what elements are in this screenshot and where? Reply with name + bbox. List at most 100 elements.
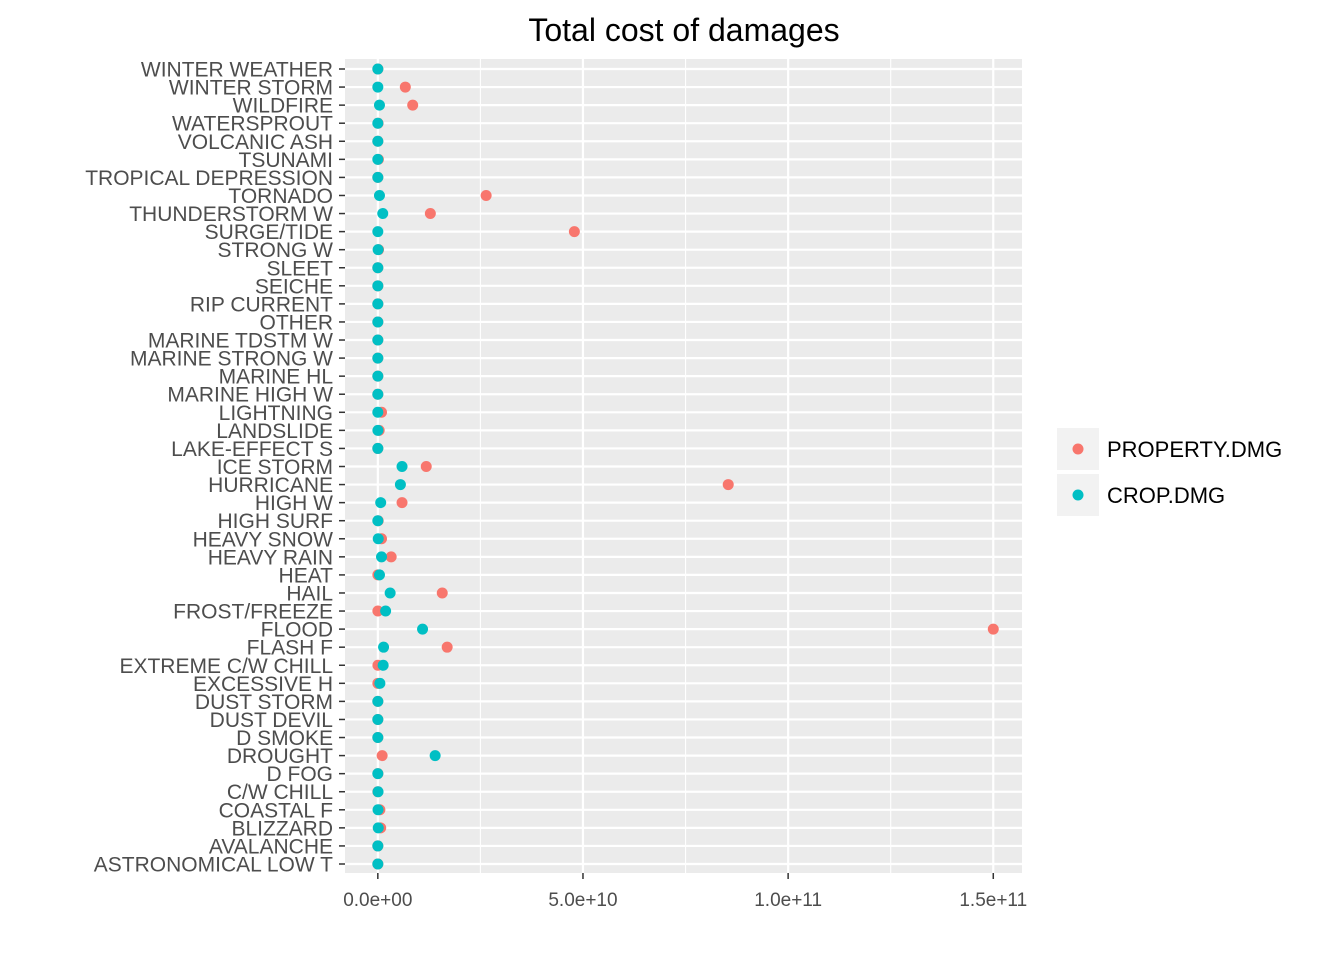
data-point-crop-dmg bbox=[372, 533, 384, 545]
data-point-crop-dmg bbox=[374, 677, 386, 689]
y-tick-label: WINTER WEATHER bbox=[141, 59, 333, 82]
data-point-crop-dmg bbox=[372, 786, 384, 798]
data-point-property-dmg bbox=[396, 497, 408, 509]
y-tick-label: LAKE-EFFECT S bbox=[171, 438, 333, 461]
data-point-crop-dmg bbox=[394, 479, 406, 491]
y-tick-label: HIGH W bbox=[255, 492, 333, 515]
data-point-crop-dmg bbox=[373, 189, 385, 201]
y-tick-label: MARINE HIGH W bbox=[167, 384, 333, 407]
y-tick-label: SURGE/TIDE bbox=[205, 221, 333, 244]
data-point-crop-dmg bbox=[372, 804, 384, 816]
y-tick-label: HIGH SURF bbox=[218, 510, 334, 533]
data-point-property-dmg bbox=[424, 208, 436, 220]
data-point-crop-dmg bbox=[372, 352, 384, 364]
data-point-property-dmg bbox=[407, 99, 419, 111]
data-point-crop-dmg bbox=[372, 388, 384, 400]
data-point-property-dmg bbox=[376, 750, 388, 762]
data-point-property-dmg bbox=[480, 189, 492, 201]
y-tick-label: DROUGHT bbox=[227, 745, 333, 768]
y-tick-label: RIP CURRENT bbox=[190, 293, 333, 316]
data-point-crop-dmg bbox=[378, 641, 390, 653]
y-tick-label: EXTREME C/W CHILL bbox=[119, 655, 333, 678]
y-axis: ASTRONOMICAL LOW TAVALANCHEBLIZZARDCOAST… bbox=[85, 59, 345, 877]
data-point-crop-dmg bbox=[372, 768, 384, 780]
x-tick-label: 5.0e+10 bbox=[548, 890, 617, 911]
data-point-crop-dmg bbox=[376, 551, 388, 563]
y-tick-label: VOLCANIC ASH bbox=[178, 131, 333, 154]
y-tick-label: FROST/FREEZE bbox=[173, 601, 333, 624]
data-point-crop-dmg bbox=[372, 117, 384, 129]
y-tick-label: WINTER STORM bbox=[169, 77, 333, 100]
y-tick-label: WILDFIRE bbox=[233, 95, 333, 118]
major-gridlines bbox=[345, 59, 1022, 873]
data-point-crop-dmg bbox=[372, 822, 384, 834]
legend-label: CROP.DMG bbox=[1107, 483, 1225, 508]
y-tick-label: HEAT bbox=[279, 564, 334, 587]
y-tick-label: DUST STORM bbox=[195, 691, 333, 714]
x-axis: 0.0e+00 5.0e+10 1.0e+11 1.5e+11 bbox=[343, 873, 1027, 911]
data-point-crop-dmg bbox=[375, 497, 387, 509]
data-points bbox=[372, 63, 999, 870]
y-tick-label: LANDSLIDE bbox=[216, 420, 333, 443]
y-tick-label: FLOOD bbox=[261, 619, 333, 642]
data-point-crop-dmg bbox=[372, 63, 384, 75]
data-point-crop-dmg bbox=[372, 135, 384, 147]
data-point-crop-dmg bbox=[372, 840, 384, 852]
y-tick-label: THUNDERSTORM W bbox=[129, 203, 333, 226]
data-point-crop-dmg bbox=[373, 569, 385, 581]
y-tick-label: BLIZZARD bbox=[231, 817, 333, 840]
data-point-crop-dmg bbox=[372, 171, 384, 183]
y-tick-label: WATERSPROUT bbox=[172, 113, 333, 136]
y-tick-label: HEAVY SNOW bbox=[193, 528, 334, 551]
y-tick-label: TROPICAL DEPRESSION bbox=[85, 167, 333, 190]
data-point-crop-dmg bbox=[372, 262, 384, 274]
y-tick-label: ASTRONOMICAL LOW T bbox=[94, 854, 333, 877]
y-tick-label: D FOG bbox=[267, 763, 334, 786]
legend-key-symbol bbox=[1072, 443, 1084, 455]
y-tick-label: COASTAL F bbox=[219, 799, 333, 822]
data-point-property-dmg bbox=[372, 605, 384, 617]
x-tick-label: 1.0e+11 bbox=[754, 890, 822, 911]
y-tick-label: SLEET bbox=[266, 257, 333, 280]
data-point-crop-dmg bbox=[372, 424, 384, 436]
x-tick-label: 0.0e+00 bbox=[343, 890, 412, 911]
chart-title: Total cost of damages bbox=[528, 12, 839, 48]
y-tick-label: SEICHE bbox=[255, 275, 333, 298]
y-tick-label: TORNADO bbox=[228, 185, 333, 208]
data-point-crop-dmg bbox=[372, 316, 384, 328]
y-tick-label: MARINE HL bbox=[219, 366, 333, 389]
data-point-property-dmg bbox=[722, 479, 734, 491]
data-point-crop-dmg bbox=[372, 370, 384, 382]
data-point-property-dmg bbox=[568, 226, 580, 238]
data-point-crop-dmg bbox=[396, 461, 408, 472]
y-tick-label: D SMOKE bbox=[236, 727, 333, 750]
data-point-crop-dmg bbox=[372, 81, 384, 93]
data-point-crop-dmg bbox=[417, 623, 429, 635]
y-tick-label: ICE STORM bbox=[217, 456, 333, 479]
legend-key-symbol bbox=[1072, 489, 1084, 501]
data-point-crop-dmg bbox=[372, 406, 384, 418]
data-point-crop-dmg bbox=[372, 695, 384, 707]
legend: PROPERTY.DMG CROP.DMG bbox=[1057, 428, 1282, 516]
y-tick-label: HURRICANE bbox=[208, 474, 333, 497]
data-point-crop-dmg bbox=[377, 659, 389, 671]
data-point-property-dmg bbox=[385, 551, 397, 563]
data-point-crop-dmg bbox=[429, 750, 441, 762]
x-tick-label: 1.5e+11 bbox=[959, 890, 1027, 911]
y-tick-label: MARINE STRONG W bbox=[130, 348, 333, 371]
data-point-crop-dmg bbox=[372, 515, 384, 527]
y-tick-label: HAIL bbox=[286, 582, 333, 605]
data-point-crop-dmg bbox=[380, 605, 392, 617]
data-point-property-dmg bbox=[987, 623, 999, 635]
y-tick-label: LIGHTNING bbox=[219, 402, 333, 425]
data-point-crop-dmg bbox=[372, 732, 384, 744]
y-tick-label: AVALANCHE bbox=[209, 835, 333, 858]
data-point-crop-dmg bbox=[384, 587, 396, 599]
y-tick-label: DUST DEVIL bbox=[210, 709, 333, 732]
y-tick-label: TSUNAMI bbox=[239, 149, 334, 172]
data-point-property-dmg bbox=[420, 461, 432, 472]
y-tick-label: FLASH F bbox=[247, 637, 333, 660]
data-point-crop-dmg bbox=[372, 226, 384, 238]
data-point-crop-dmg bbox=[372, 153, 384, 165]
